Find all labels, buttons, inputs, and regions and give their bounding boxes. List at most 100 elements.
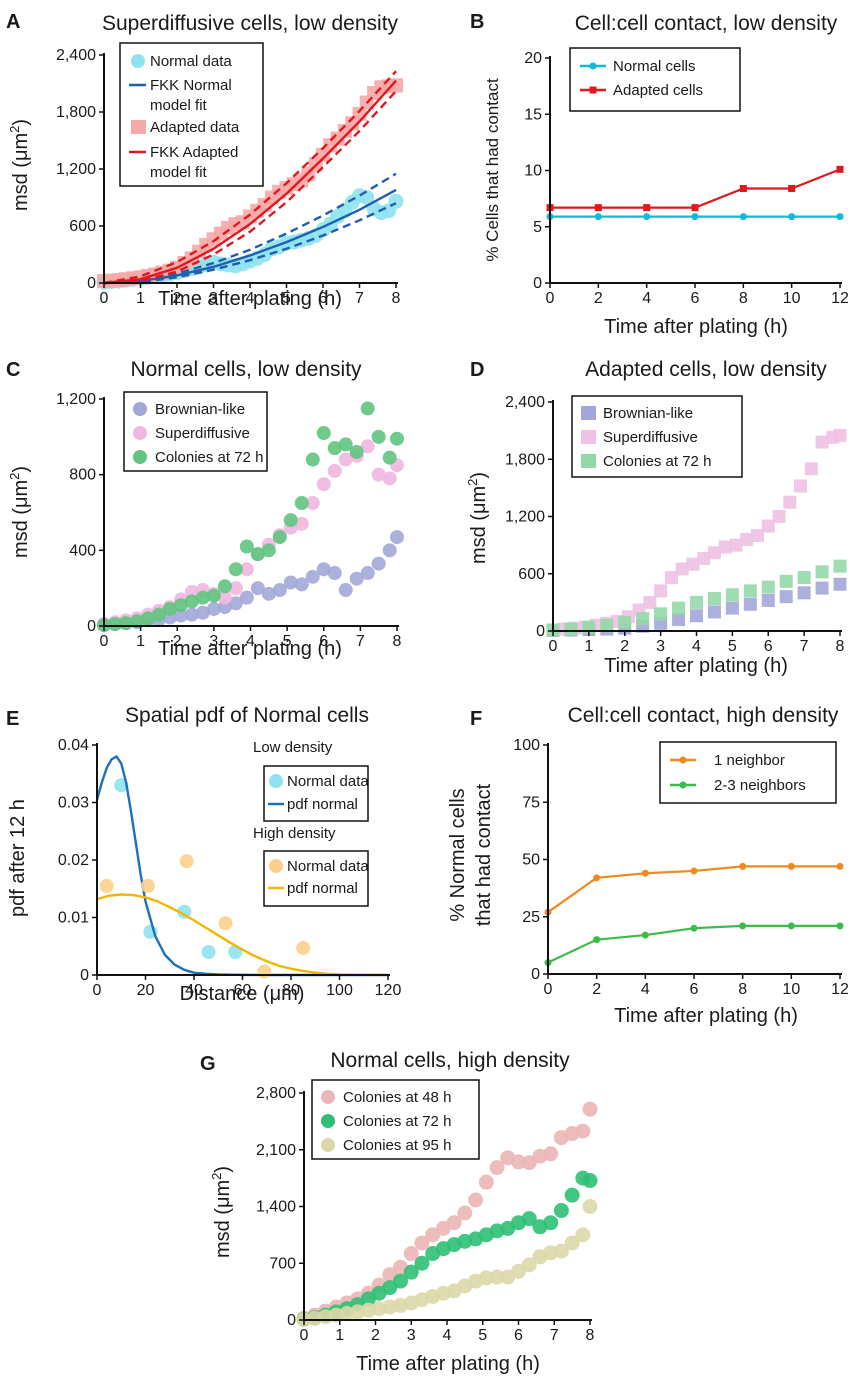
y-axis-label-text: msd (μm [10,480,32,558]
data-point [788,185,796,192]
data-point [643,595,657,609]
ticks-f: 0 2 4 6 8 10 12 0 25 50 75 100 [513,737,849,998]
y-axis-label-close: ) [10,119,32,126]
y-axis-label-text: msd (μm [212,1180,234,1258]
legend-label: model fit [150,97,208,114]
y-axis-label-superscript: 2 [465,479,480,486]
data-point [761,519,775,533]
data-point [707,546,721,560]
y-axis-label-d: msd (μm2) [465,472,490,564]
legend-swatch-high-data [269,859,283,873]
data-point [718,540,732,554]
group-label-low-density: Low density [253,739,333,756]
data-point [228,562,243,577]
x-tick-label: 0 [300,1327,309,1344]
legend-label: 1 neighbor [714,752,785,769]
legend-label: Normal data [287,773,369,790]
data-point [261,543,276,558]
data-point [521,1211,537,1227]
data-point [788,213,796,221]
data-point [543,1146,559,1162]
x-tick-label: 1 [136,290,145,307]
data-point [360,401,375,416]
chart-title-f: Cell:cell contact, high density [568,704,839,727]
data-point [697,551,711,565]
data-point [643,204,651,212]
panel-a: A Superdiffusive cells, low density 0 1 2 3… [6,11,404,310]
data-point [201,945,216,959]
x-tick-label: 60 [234,982,252,999]
y-axis-label-a: msd (μm2) [7,119,32,211]
panel-e: E Spatial pdf of Normal cells 0 20 40 60 80 1… [6,704,401,1005]
data-point [729,538,743,552]
x-tick-label: 6 [691,290,700,307]
x-tick-label: 4 [692,638,701,655]
x-tick-label: 6 [764,638,773,655]
confidence-band-fkk-adapted-upper [103,70,397,285]
x-tick-label: 80 [282,982,300,999]
data-point [739,185,747,192]
data-point [349,571,364,586]
data-point [272,530,287,545]
data-point [553,1203,569,1219]
data-point [250,581,265,596]
legend-box [263,850,369,907]
legend-e-low: Normal data pdf normal [263,765,369,822]
data-point [99,878,114,893]
legend-swatch-colonies [133,450,147,464]
data-point [272,583,287,598]
data-point [390,530,404,545]
x-tick-label: 4 [642,290,651,307]
data-point [478,1174,494,1190]
ticks-e: 0 20 40 60 80 100 120 0 0.01 0.02 0.03 0.04 [58,737,402,999]
legend-label: pdf normal [287,880,358,897]
data-point [382,543,397,558]
data-point [582,1199,598,1214]
data-point [316,426,331,441]
x-tick-label: 2 [620,638,629,655]
data-point [707,605,721,619]
y-axis-label-f-line1: % Normal cells [447,788,469,921]
data-point [575,1227,591,1243]
data-point [593,874,601,882]
data-point [468,1192,484,1208]
y-tick-label: 400 [69,542,96,559]
data-point [761,580,775,594]
panel-label-f: F [470,708,482,730]
data-point [390,431,404,446]
data-point [305,496,320,511]
y-tick-label: 20 [524,50,542,67]
y-tick-label: 75 [522,794,540,811]
data-point [382,450,397,465]
data-marks-g [296,1101,598,1328]
data-point [740,532,754,546]
legend-swatch-superdiffusive [133,426,147,440]
data-point [184,594,199,609]
data-point [140,611,155,626]
x-axis-label-e: Distance (μm) [180,983,305,1005]
data-point [228,596,243,611]
data-point [594,213,602,221]
data-point [582,1173,598,1189]
legend-swatch-95h [321,1138,335,1152]
data-point [217,590,232,605]
x-tick-label: 7 [550,1327,559,1344]
y-tick-label: 2,100 [256,1142,296,1159]
x-tick-label: 3 [407,1327,416,1344]
data-point [543,1215,559,1231]
series-line-adapted-cells [550,168,841,209]
legend-label: FKK Adapted [150,144,238,161]
legend-swatch-low-data [269,774,283,788]
x-tick-label: 12 [831,290,849,307]
y-axis-label-close: ) [10,466,32,473]
data-point [184,607,199,622]
data-point [173,608,188,623]
legend-box [123,391,268,472]
legend-marker [679,781,687,789]
data-point [327,566,342,581]
chart-title-g: Normal cells, high density [330,1049,570,1072]
data-point [151,607,166,622]
legend-label: Colonies at 48 h [343,1089,451,1106]
y-tick-label: 50 [522,852,540,869]
data-point [690,595,703,609]
